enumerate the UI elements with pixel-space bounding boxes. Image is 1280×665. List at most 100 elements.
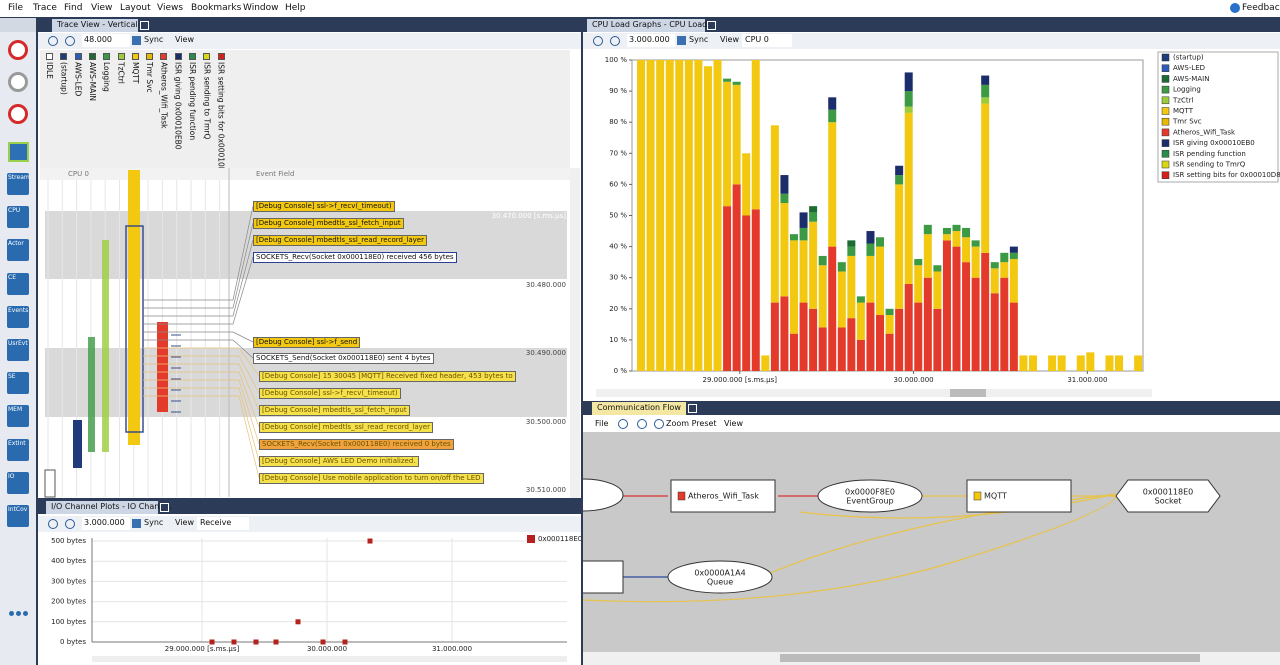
- sidebar-label[interactable]: IO: [8, 472, 15, 480]
- column-label[interactable]: ISR pending function: [188, 62, 197, 141]
- column-label[interactable]: AWS-MAIN: [87, 62, 97, 102]
- sidebar-label[interactable]: MEM: [8, 406, 23, 414]
- select[interactable]: Receive: [197, 517, 249, 530]
- event-label[interactable]: [Debug Console] ssl->f_send: [253, 337, 361, 348]
- zoom-in[interactable]: [48, 36, 58, 46]
- more-dot[interactable]: [16, 611, 21, 616]
- zoom-input[interactable]: 48.000: [82, 34, 130, 47]
- tab-close[interactable]: [707, 21, 716, 30]
- menu-item[interactable]: Views: [157, 3, 184, 13]
- column-label[interactable]: IDLE: [45, 62, 54, 79]
- record-button[interactable]: [8, 40, 28, 60]
- event-label[interactable]: [Debug Console] ssl->f_recv(_timeout): [253, 201, 395, 212]
- zoom-in[interactable]: [593, 36, 603, 46]
- column-color[interactable]: [117, 53, 125, 60]
- sync-icon[interactable]: [677, 36, 686, 45]
- toolbar-item[interactable]: File: [595, 419, 609, 428]
- column-label[interactable]: ISR giving 0x00010EB0: [173, 62, 183, 150]
- zoom-out[interactable]: [610, 36, 620, 46]
- column-color[interactable]: [46, 53, 53, 60]
- sidebar-icon[interactable]: MEM: [7, 405, 29, 428]
- zoom-icon[interactable]: [618, 419, 628, 429]
- event-label[interactable]: SOCKETS_Send(Socket 0x000118E0) sent 4 b…: [253, 353, 434, 364]
- column-label[interactable]: Tmr Svc: [145, 62, 155, 93]
- menu-item[interactable]: Find: [64, 3, 83, 13]
- sidebar-label[interactable]: Events: [8, 306, 29, 314]
- column-color[interactable]: [74, 53, 82, 60]
- zoom-icon[interactable]: [637, 419, 647, 429]
- column-color[interactable]: [88, 53, 96, 60]
- sidebar-label[interactable]: Actor: [8, 240, 24, 248]
- menu-item[interactable]: File: [8, 3, 24, 13]
- menu-item[interactable]: Window: [243, 3, 279, 13]
- event-label[interactable]: [Debug Console] mbedtls_ssl_fetch_input: [253, 218, 404, 229]
- column-color[interactable]: [60, 53, 68, 60]
- zoom-out[interactable]: [65, 519, 75, 529]
- event-label[interactable]: [Debug Console] Use mobile application t…: [259, 473, 484, 484]
- column-color[interactable]: [146, 53, 154, 60]
- tab[interactable]: I/O Channel Plots - IO Chann...: [46, 501, 172, 514]
- toolbar-item[interactable]: View: [724, 419, 743, 428]
- sync-button[interactable]: Sync: [689, 35, 709, 44]
- event-label[interactable]: [Debug Console] mbedtls_ssl_fetch_input: [259, 405, 410, 416]
- view-menu[interactable]: View: [720, 35, 739, 44]
- column-label[interactable]: AWS-LED: [73, 62, 83, 97]
- sync-icon[interactable]: [132, 519, 141, 528]
- sidebar-icon[interactable]: CPU: [7, 206, 29, 229]
- column-label[interactable]: TzCtrl: [116, 62, 126, 84]
- sidebar-label[interactable]: ExtInt: [8, 439, 26, 447]
- sidebar-icon[interactable]: IO: [7, 471, 29, 494]
- sidebar-label[interactable]: CE: [8, 273, 16, 281]
- event-label[interactable]: [Debug Console] AWS LED Demo initialized…: [259, 456, 419, 467]
- sync-button[interactable]: Sync: [144, 35, 164, 44]
- sidebar-icon[interactable]: ExtInt: [7, 438, 29, 461]
- tab-close[interactable]: [160, 503, 169, 512]
- sidebar-label[interactable]: UsrEvt: [8, 340, 28, 347]
- sidebar-icon[interactable]: [8, 142, 29, 162]
- feedback-icon[interactable]: [1230, 3, 1240, 13]
- record-button[interactable]: [8, 104, 28, 124]
- column-label[interactable]: MQTT: [130, 62, 140, 84]
- sidebar-label[interactable]: SE: [8, 373, 16, 381]
- event-label[interactable]: [Debug Console] mbedtls_ssl_read_record_…: [253, 235, 427, 246]
- column-label[interactable]: ISR setting bits for 0x00010D88: [216, 62, 226, 183]
- tab-close[interactable]: [688, 404, 697, 413]
- column-color[interactable]: [160, 53, 168, 60]
- menu-item[interactable]: View: [91, 3, 113, 13]
- scroll-thumb[interactable]: [950, 389, 986, 397]
- select[interactable]: CPU 0: [742, 34, 792, 47]
- view-menu[interactable]: View: [175, 35, 194, 44]
- sidebar-label[interactable]: CPU: [8, 207, 21, 215]
- zoom-in[interactable]: [48, 519, 58, 529]
- tab[interactable]: Trace View - Vertical: [52, 19, 138, 32]
- column-color[interactable]: [189, 53, 196, 60]
- column-label[interactable]: ISR sending to TmrQ: [202, 62, 212, 140]
- sync-icon[interactable]: [132, 36, 141, 45]
- menu-item[interactable]: Help: [285, 3, 306, 13]
- record-button[interactable]: [8, 72, 28, 92]
- event-label[interactable]: [Debug Console] mbedtls_ssl_read_record_…: [259, 422, 433, 433]
- zoom-input[interactable]: 3.000.000: [627, 34, 675, 47]
- column-color[interactable]: [131, 53, 139, 60]
- event-label[interactable]: SOCKETS_Recv(Socket 0x000118E0) received…: [253, 252, 457, 263]
- event-label[interactable]: [Debug Console] 15 30045 [MQTT] Received…: [259, 371, 516, 382]
- more-dot[interactable]: [23, 611, 28, 616]
- menu-item[interactable]: Bookmarks: [191, 3, 242, 13]
- more-dot[interactable]: [9, 611, 14, 616]
- sidebar-icon[interactable]: Actor: [7, 239, 29, 262]
- zoom-out[interactable]: [65, 36, 75, 46]
- feedback[interactable]: Feedback: [1242, 3, 1280, 13]
- column-color[interactable]: [174, 53, 182, 60]
- column-label[interactable]: (startup): [59, 62, 69, 95]
- column-label[interactable]: Logging: [102, 62, 112, 92]
- sidebar-icon[interactable]: IntCov: [7, 505, 29, 527]
- column-color[interactable]: [203, 53, 211, 60]
- tab-close[interactable]: [140, 21, 149, 30]
- menu-item[interactable]: Layout: [120, 3, 151, 13]
- column-color[interactable]: [103, 53, 111, 60]
- sidebar-label[interactable]: IntCov: [8, 506, 28, 513]
- view-menu[interactable]: View: [175, 518, 194, 527]
- event-label[interactable]: [Debug Console] ssl->f_recv(_timeout): [259, 388, 401, 399]
- column-color[interactable]: [217, 53, 225, 60]
- tab[interactable]: CPU Load Graphs - CPU Load...: [587, 19, 715, 32]
